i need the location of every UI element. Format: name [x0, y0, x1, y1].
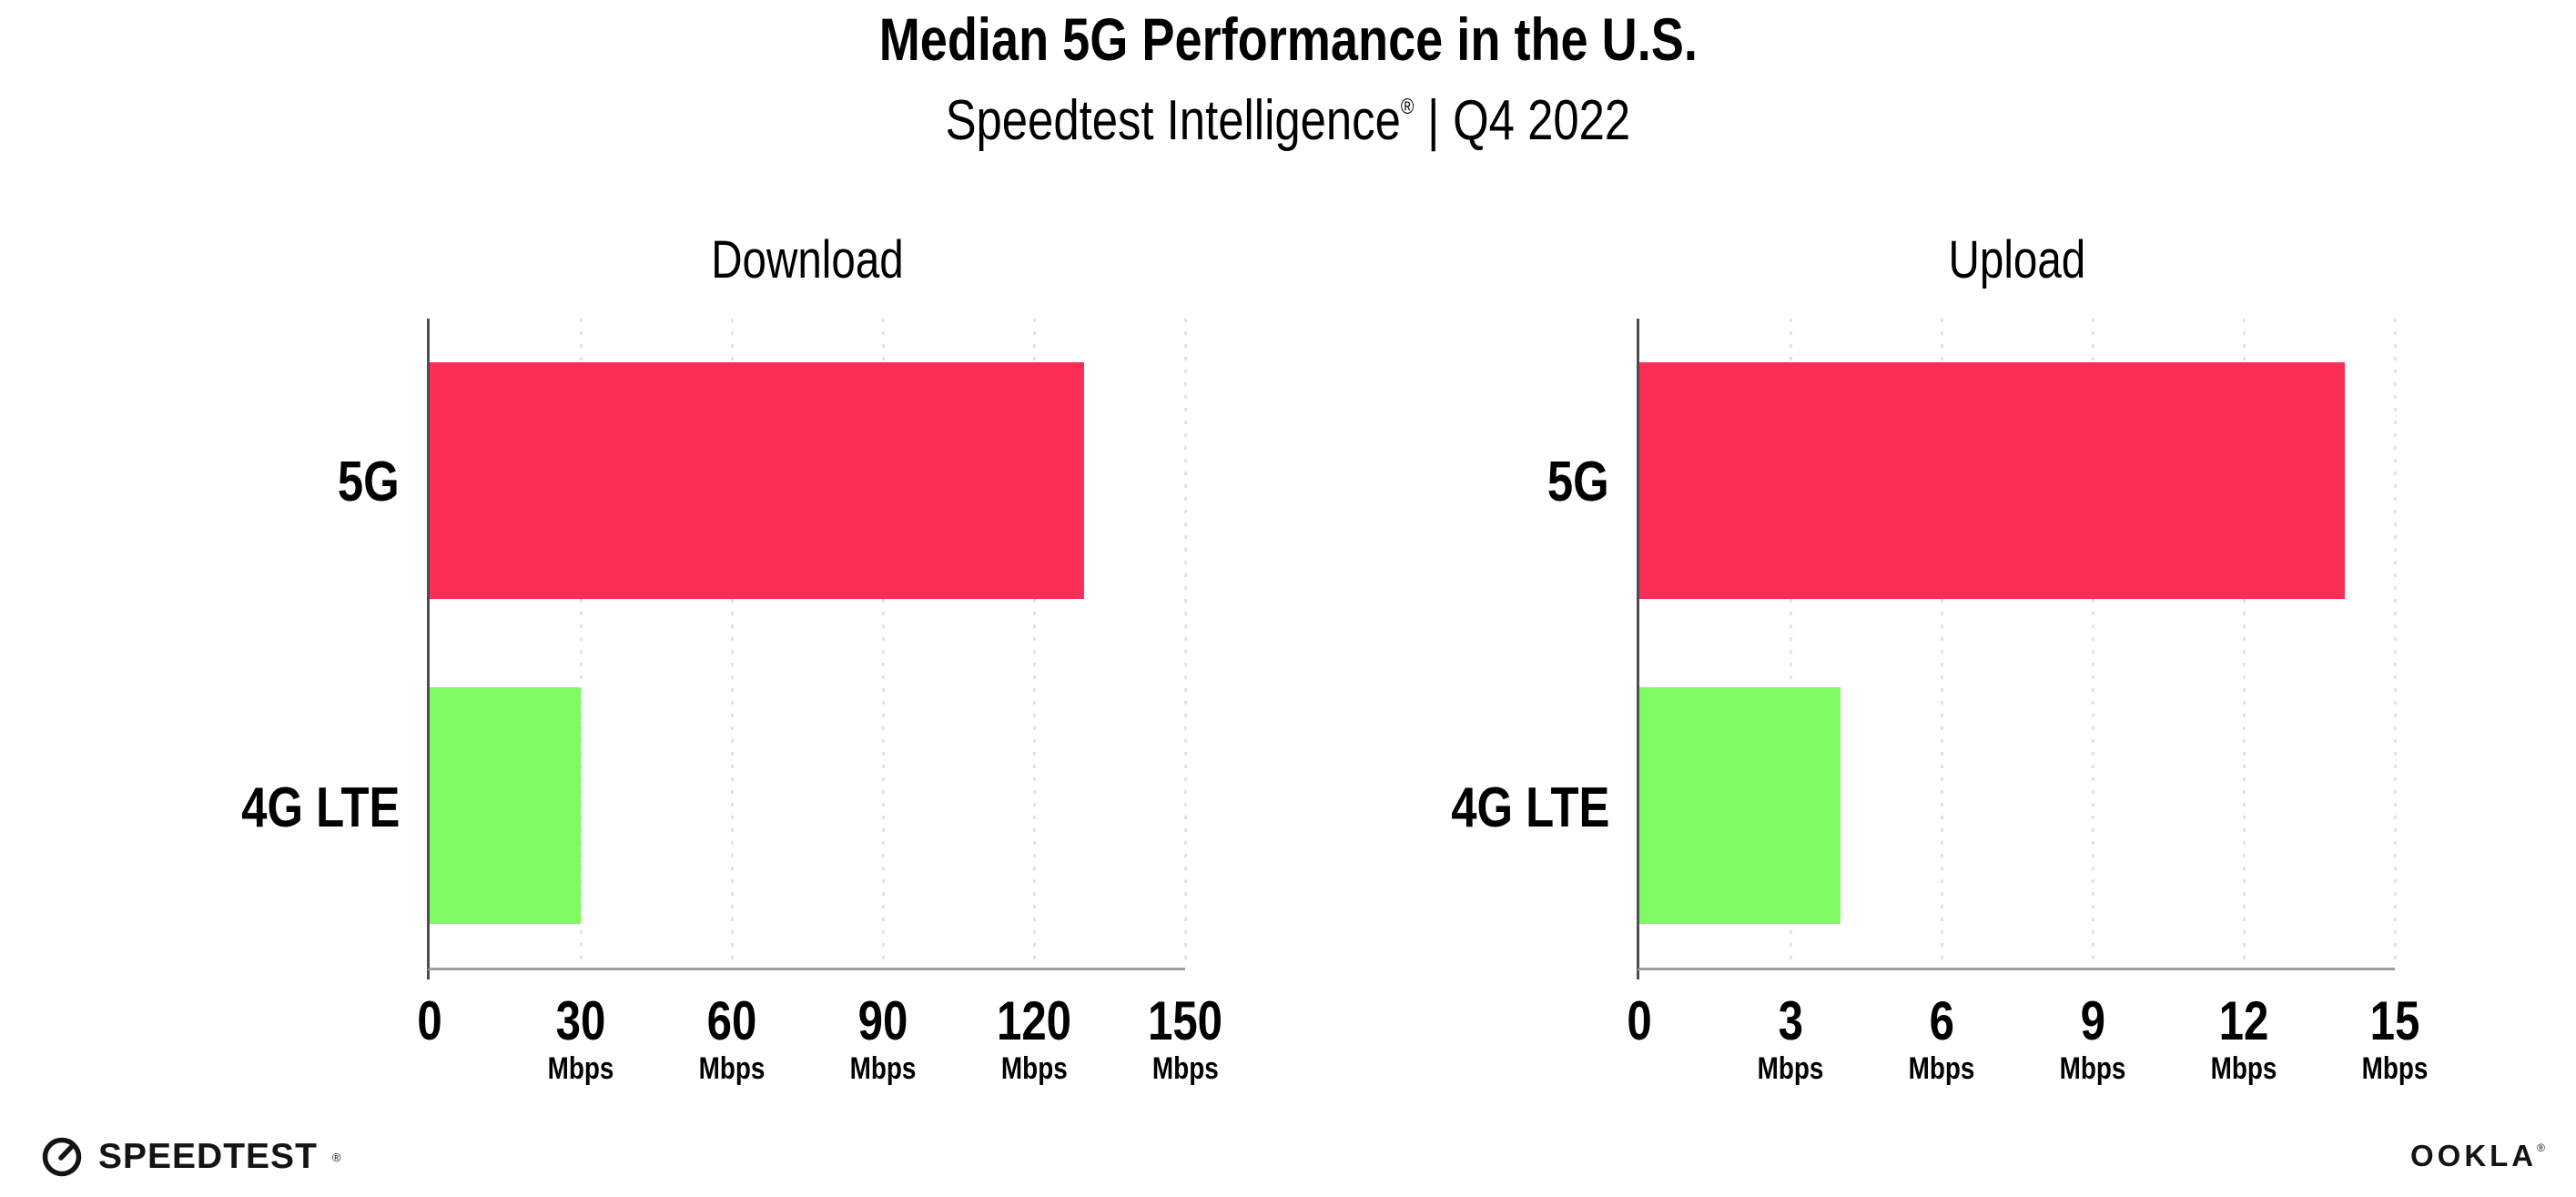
- x-tick-unit: Mbps: [849, 1051, 917, 1086]
- plot-area: [1637, 319, 2397, 979]
- bars: [1639, 319, 2395, 968]
- gridline-60: [731, 319, 734, 968]
- bar-row: [1639, 644, 2395, 969]
- gridline-12: [2243, 319, 2246, 968]
- bar-row: [430, 644, 1185, 969]
- gridline-15: [2394, 319, 2397, 968]
- y-label-row: 4G LTE: [1391, 644, 1637, 970]
- subtitle-brand: Speedtest Intelligence: [945, 89, 1401, 152]
- x-tick-value: 0: [1627, 990, 1652, 1051]
- ookla-wordmark: OOKLA: [2409, 1139, 2538, 1172]
- x-tick-150: 150 Mbps: [1140, 992, 1231, 1087]
- chart-header: Median 5G Performance in the U.S. Speedt…: [0, 0, 2576, 151]
- category-label-4g-lte: 4G LTE: [1450, 776, 1609, 839]
- gridline-30: [580, 319, 583, 968]
- x-tick-unit: Mbps: [2361, 1051, 2429, 1086]
- upload-chart-title: Upload: [1639, 228, 2395, 293]
- x-tick-60: 60 Mbps: [692, 992, 773, 1087]
- x-tick-0: 0: [1624, 992, 1654, 1050]
- gridline-3: [1790, 319, 1792, 968]
- x-tick-unit: Mbps: [547, 1051, 614, 1086]
- x-tick-unit: Mbps: [2059, 1051, 2126, 1086]
- speedtest-gauge-icon: [42, 1137, 82, 1177]
- upload-chart: Upload 5G 4G LTE 0 3 Mbps 6 Mbps 9 Mbps 12 Mbps 15…: [1391, 228, 2429, 1129]
- x-tick-120: 120 Mbps: [989, 992, 1080, 1087]
- x-tick-unit: Mbps: [1151, 1051, 1219, 1086]
- x-tick-value: 12: [2218, 990, 2269, 1051]
- x-tick-value: 30: [555, 990, 606, 1051]
- gridlines: [1639, 319, 2397, 968]
- bar-row: [1639, 319, 2395, 644]
- x-tick-value: 6: [1929, 990, 1954, 1051]
- y-label-row: 5G: [181, 319, 427, 644]
- x-tick-6: 6 Mbps: [1902, 992, 1983, 1087]
- ookla-registered-mark: ®: [2537, 1141, 2545, 1154]
- x-tick-value: 15: [2369, 990, 2420, 1051]
- category-label-4g-lte: 4G LTE: [240, 776, 400, 839]
- upload-chart-title-text: Upload: [1948, 230, 2086, 289]
- upload-chart-body: 5G 4G LTE: [1391, 319, 2397, 979]
- download-chart-title: Download: [430, 228, 1185, 293]
- x-tick-value: 0: [417, 990, 442, 1051]
- x-tick-0: 0: [414, 992, 444, 1050]
- upload-bar-4g-lte: [1639, 686, 1841, 924]
- bars: [430, 319, 1185, 968]
- gridline-90: [882, 319, 885, 968]
- gridline-120: [1033, 319, 1036, 968]
- x-axis-ticks: 0 30 Mbps 60 Mbps 90 Mbps 120 Mbps 150 Mbps: [417, 970, 1222, 1129]
- download-bar-5g: [430, 362, 1085, 600]
- x-tick-unit: Mbps: [698, 1051, 766, 1086]
- category-label-5g: 5G: [338, 450, 400, 513]
- subtitle: Speedtest Intelligence® | Q4 2022: [0, 76, 2576, 151]
- x-tick-12: 12 Mbps: [2204, 992, 2285, 1087]
- x-tick-9: 9 Mbps: [2053, 992, 2134, 1087]
- download-chart-title-text: Download: [711, 230, 904, 289]
- speedtest-wordmark: SPEEDTEST: [98, 1137, 318, 1176]
- y-axis-labels: 5G 4G LTE: [181, 319, 427, 970]
- main-title: Median 5G Performance in the U.S.: [0, 5, 2576, 73]
- x-tick-90: 90 Mbps: [843, 992, 924, 1087]
- x-tick-unit: Mbps: [2210, 1051, 2277, 1086]
- subtitle-separator: |: [1427, 89, 1440, 152]
- download-chart-body: 5G 4G LTE: [181, 319, 1187, 979]
- x-tick-unit: Mbps: [1000, 1051, 1068, 1086]
- x-tick-30: 30 Mbps: [541, 992, 622, 1087]
- y-axis-labels: 5G 4G LTE: [1391, 319, 1637, 970]
- registered-mark: ®: [1400, 95, 1415, 119]
- gridline-150: [1184, 319, 1187, 968]
- x-tick-15: 15 Mbps: [2355, 992, 2436, 1087]
- x-tick-value: 90: [857, 990, 908, 1051]
- download-bar-4g-lte: [430, 686, 581, 924]
- speedtest-logo: SPEEDTEST ®: [40, 1135, 340, 1179]
- gridline-6: [1941, 319, 1943, 968]
- x-tick-value: 9: [2080, 990, 2105, 1051]
- subtitle-period: Q4 2022: [1453, 89, 1631, 152]
- speedtest-registered-mark: ®: [331, 1150, 341, 1164]
- x-tick-unit: Mbps: [1757, 1051, 1824, 1086]
- charts-row: Download 5G 4G LTE 0 30 Mbps 60 Mbps 90 Mbps 120…: [0, 228, 2576, 1129]
- gridlines: [430, 319, 1187, 968]
- bar-row: [430, 319, 1185, 644]
- x-tick-value: 120: [996, 990, 1072, 1051]
- category-label-5g: 5G: [1547, 450, 1609, 513]
- x-tick-value: 3: [1778, 990, 1803, 1051]
- x-tick-unit: Mbps: [1908, 1051, 1975, 1086]
- subtitle-text: Speedtest Intelligence® | Q4 2022: [946, 76, 1631, 151]
- gridline-9: [2092, 319, 2094, 968]
- y-label-row: 5G: [1391, 319, 1637, 644]
- main-title-text: Median 5G Performance in the U.S.: [878, 5, 1698, 73]
- ookla-logo: OOKLA®: [2410, 1139, 2545, 1173]
- download-chart: Download 5G 4G LTE 0 30 Mbps 60 Mbps 90 Mbps 120…: [181, 228, 1222, 1129]
- x-tick-value: 150: [1147, 990, 1223, 1051]
- y-label-row: 4G LTE: [181, 644, 427, 970]
- x-axis-ticks: 0 3 Mbps 6 Mbps 9 Mbps 12 Mbps 15 Mbps: [1627, 970, 2428, 1129]
- x-tick-value: 60: [706, 990, 757, 1051]
- upload-bar-5g: [1639, 362, 2345, 600]
- plot-area: [427, 319, 1187, 979]
- x-tick-3: 3 Mbps: [1750, 992, 1831, 1087]
